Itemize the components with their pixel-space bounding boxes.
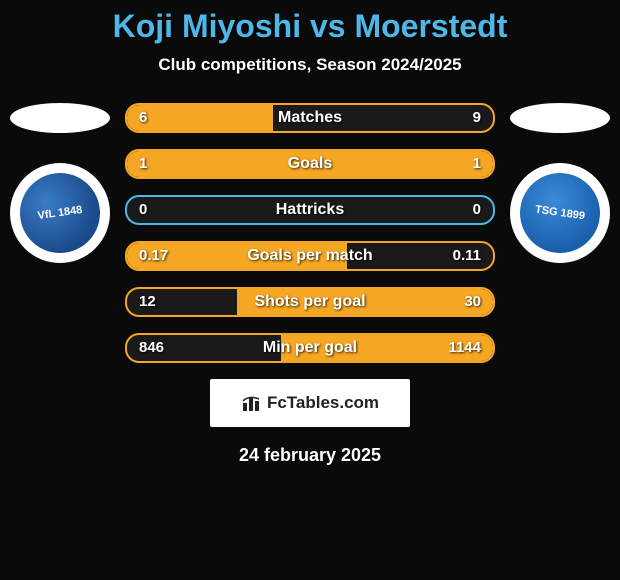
- subtitle: Club competitions, Season 2024/2025: [0, 55, 620, 75]
- stat-value-right: 1144: [448, 335, 481, 361]
- stat-row: 12Shots per goal30: [125, 287, 495, 317]
- stat-row: 846Min per goal1144: [125, 333, 495, 363]
- stat-label: Goals: [127, 151, 493, 177]
- team-right-crest-text: TSG 1899: [534, 204, 585, 223]
- stat-label: Goals per match: [127, 243, 493, 269]
- date-label: 24 february 2025: [0, 445, 620, 466]
- stat-row: 0Hattricks0: [125, 195, 495, 225]
- player-left-col: VfL 1848: [10, 103, 110, 263]
- branding-badge[interactable]: FcTables.com: [210, 379, 410, 427]
- stat-row: 1Goals1: [125, 149, 495, 179]
- stat-value-right: 0.11: [453, 243, 481, 269]
- player-right-ellipse: [510, 103, 610, 133]
- stat-row: 6Matches9: [125, 103, 495, 133]
- team-right-crest: TSG 1899: [510, 163, 610, 263]
- stat-label: Min per goal: [127, 335, 493, 361]
- team-left-crest-text: VfL 1848: [37, 204, 83, 222]
- branding-label: FcTables.com: [267, 393, 379, 413]
- stat-label: Shots per goal: [127, 289, 493, 315]
- stat-value-right: 0: [473, 197, 481, 223]
- page-title: Koji Miyoshi vs Moerstedt: [0, 8, 620, 45]
- comparison-card: Koji Miyoshi vs Moerstedt Club competiti…: [0, 0, 620, 466]
- stat-value-right: 1: [473, 151, 481, 177]
- stat-value-right: 30: [464, 289, 481, 315]
- fctables-icon: [241, 393, 261, 413]
- stats-list: 6Matches9 1Goals1 0Hattricks0 0.17Goals per…: [125, 103, 495, 363]
- team-left-crest: VfL 1848: [10, 163, 110, 263]
- stat-label: Matches: [127, 105, 493, 131]
- player-right-col: TSG 1899: [510, 103, 610, 263]
- stat-value-right: 9: [473, 105, 481, 131]
- stat-row: 0.17Goals per match0.11: [125, 241, 495, 271]
- stat-label: Hattricks: [127, 197, 493, 223]
- player-left-ellipse: [10, 103, 110, 133]
